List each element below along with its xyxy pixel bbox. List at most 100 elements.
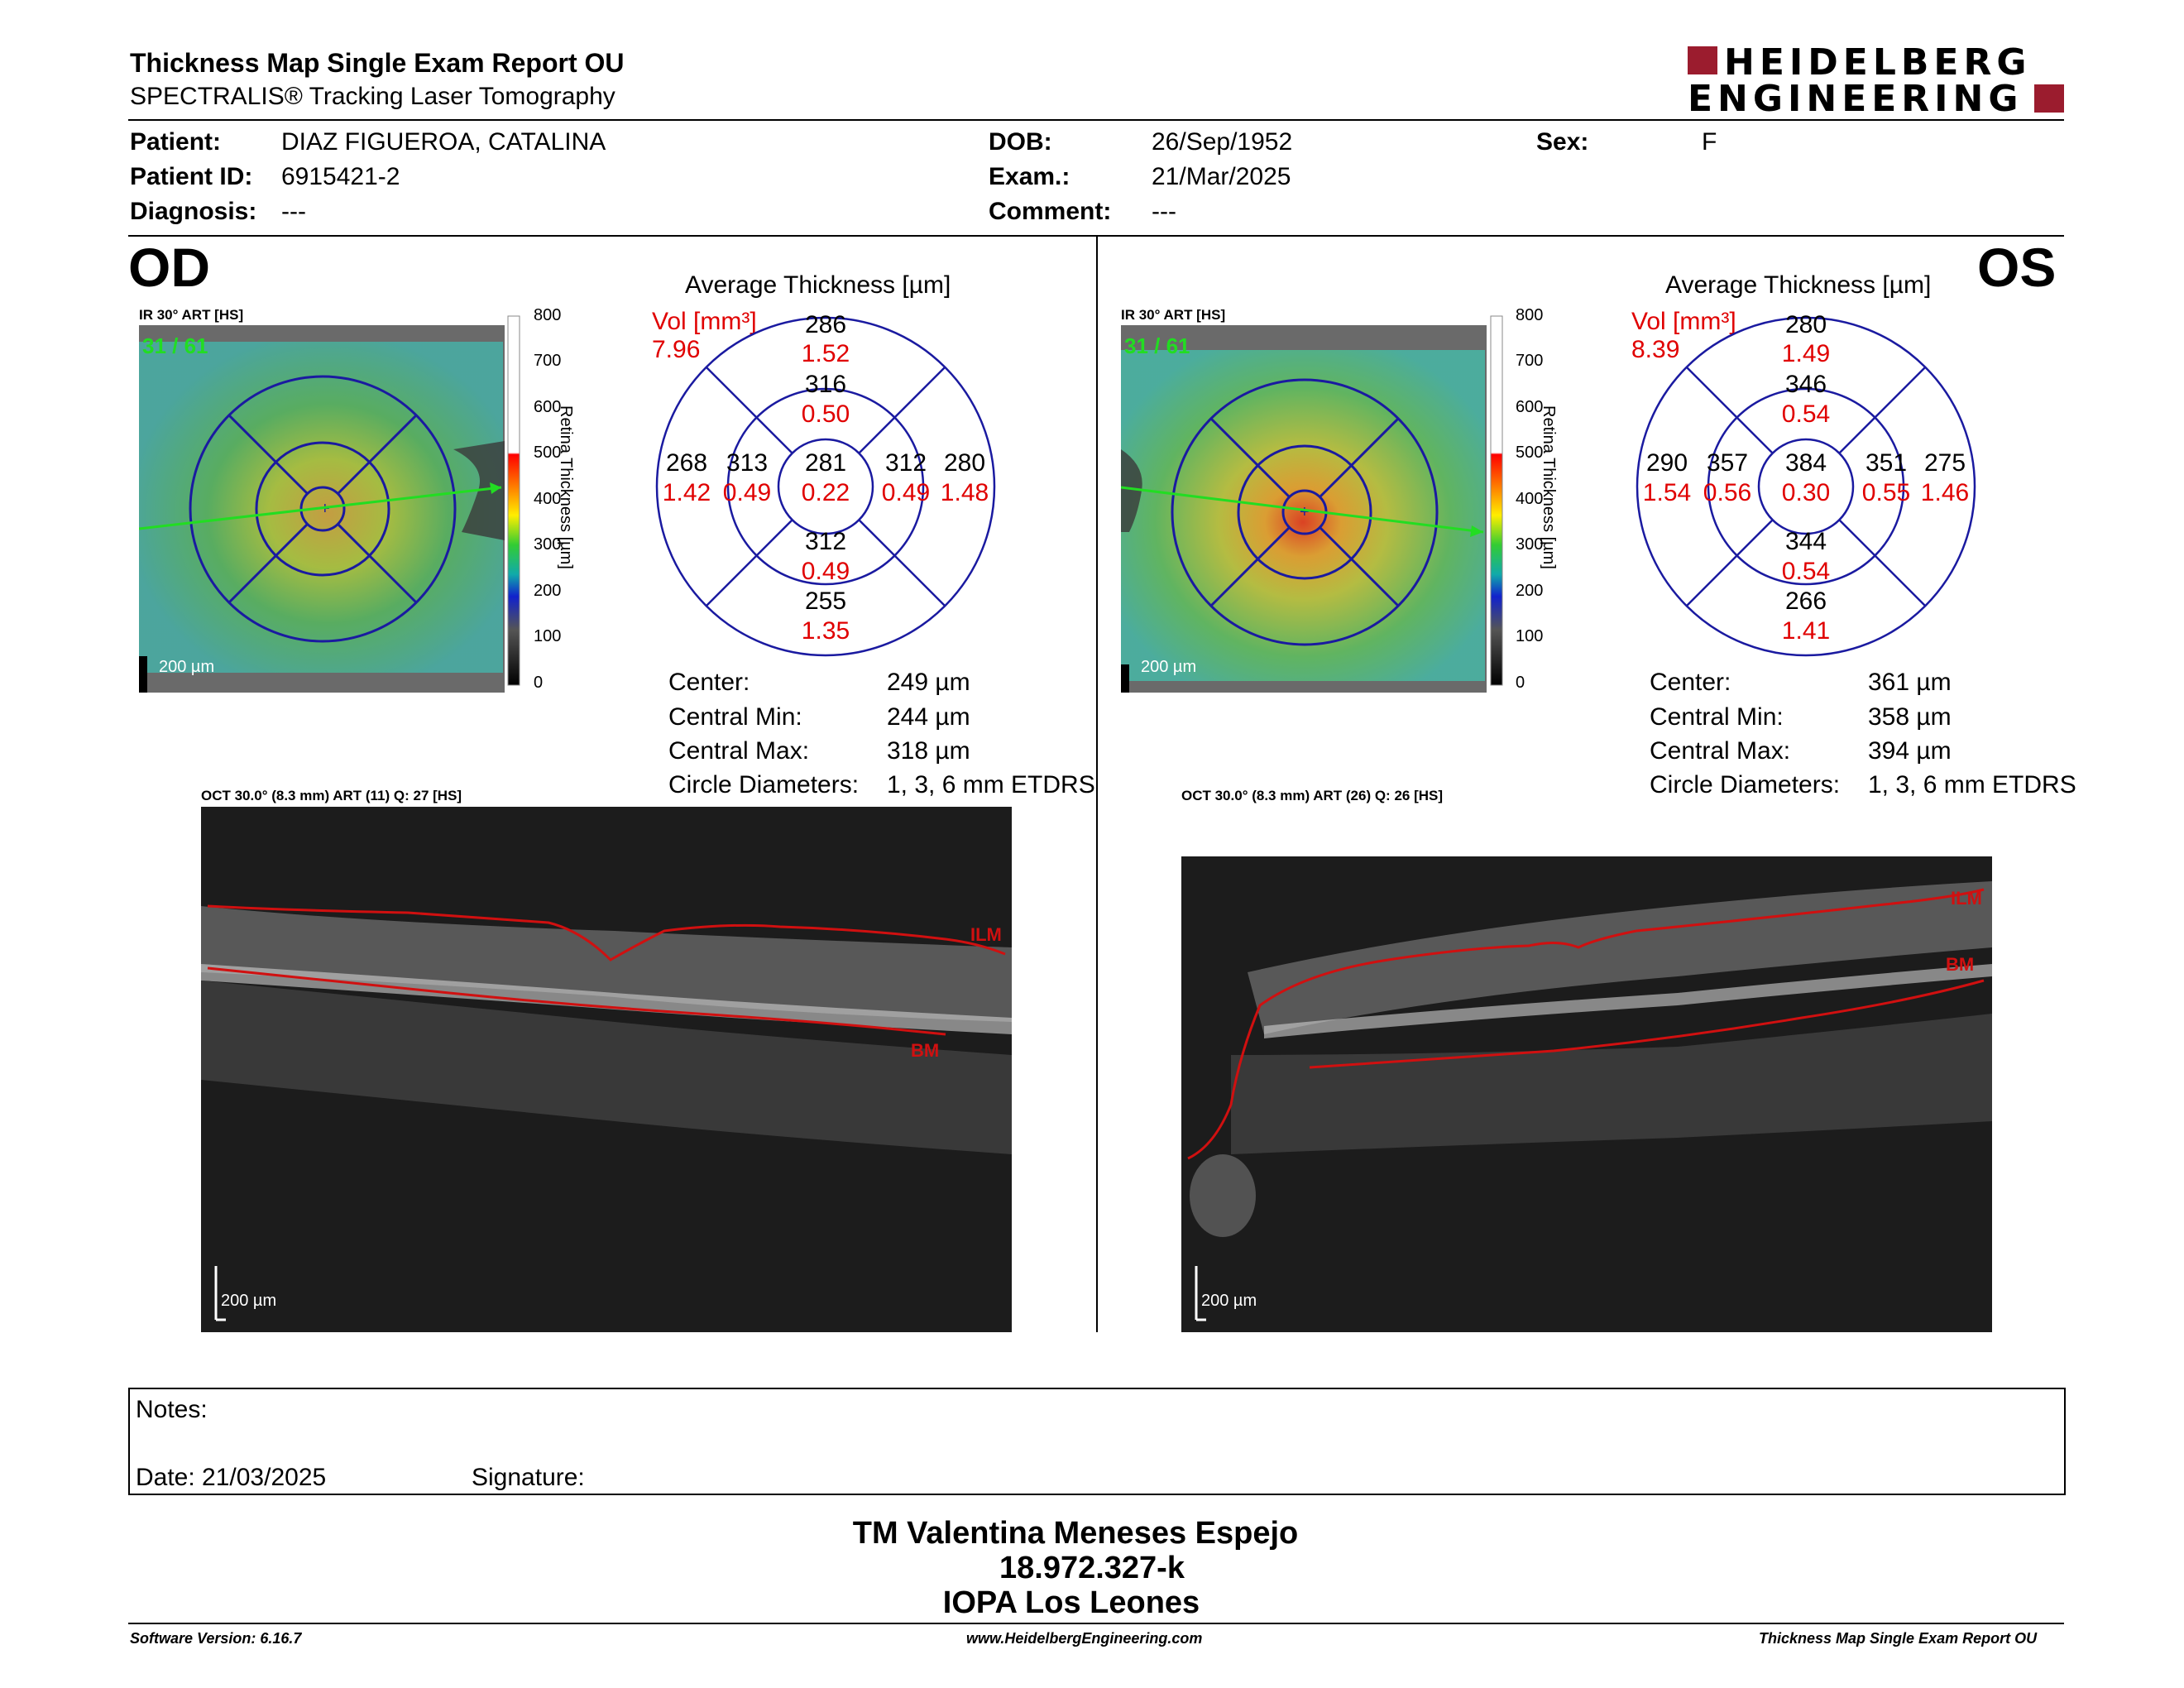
os-outer-right: 275: [1923, 449, 1966, 477]
svg-text:+: +: [320, 500, 330, 518]
od-inner-left: 313: [726, 449, 769, 477]
od-fundus-map: IR 30° ART [HS] + 31 / 61 200 µm: [138, 307, 505, 693]
od-diam-label: Circle Diameters:: [668, 771, 860, 798]
footer-report-name: Thickness Map Single Exam Report OU: [1759, 1630, 2038, 1647]
os-inner-left-vol: 0.56: [1703, 479, 1752, 506]
header-rule: [128, 119, 2064, 121]
os-oct-svg: [1181, 807, 1992, 1332]
patient-name: DIAZ FIGUEROA, CATALINA: [281, 128, 606, 156]
dob: 26/Sep/1952: [1152, 128, 1293, 156]
svg-text:+: +: [1300, 503, 1310, 521]
os-cb-tick-100: 100: [1516, 627, 1544, 645]
report-title: Thickness Map Single Exam Report OU: [130, 48, 625, 78]
footer-rule: [128, 1623, 2064, 1624]
os-inner-bottom: 344: [1784, 528, 1827, 555]
os-max-value: 394 µm: [1868, 737, 1952, 765]
od-center-vol: 0.22: [801, 479, 850, 506]
logo-line1: HEIDELBERG: [1724, 41, 2032, 84]
od-center-value: 249 µm: [887, 669, 970, 696]
os-min-label: Central Min:: [1650, 703, 1784, 731]
os-cb-tick-400: 400: [1516, 490, 1544, 508]
os-vol-label: Vol [mm³]: [1631, 308, 1736, 335]
sex-label: Sex:: [1536, 128, 1589, 156]
od-cb-tick-700: 700: [534, 352, 562, 370]
os-diam-value: 1, 3, 6 mm ETDRS: [1868, 771, 2076, 798]
od-diam-value: 1, 3, 6 mm ETDRS: [887, 771, 1095, 798]
os-bm-label: BM: [1946, 954, 1975, 975]
od-outer-left: 268: [665, 449, 708, 477]
od-outer-top: 286: [804, 311, 847, 338]
od-min-value: 244 µm: [887, 703, 970, 731]
os-outer-left-vol: 1.54: [1642, 479, 1692, 506]
os-frame-counter: 31 / 61: [1124, 333, 1190, 358]
comment-label: Comment:: [989, 198, 1112, 225]
os-avg-title: Average Thickness [µm]: [1665, 271, 1932, 299]
os-cb-tick-300: 300: [1516, 535, 1544, 554]
logo-line2: ENGINEERING: [1688, 78, 2024, 120]
notes-box[interactable]: Notes: Date: 21/03/2025 Signature:: [128, 1388, 2066, 1495]
od-inner-right-vol: 0.49: [881, 479, 931, 506]
od-max-label: Central Max:: [668, 737, 810, 765]
od-ilm-label: ILM: [970, 924, 1002, 945]
patient-label: Patient:: [130, 128, 222, 156]
od-avg-title: Average Thickness [µm]: [685, 271, 951, 299]
os-min-value: 358 µm: [1868, 703, 1952, 731]
od-oct-scale: 200 µm: [221, 1292, 277, 1310]
os-inner-left: 357: [1706, 449, 1749, 477]
od-map-scale: 200 µm: [159, 658, 215, 676]
os-outer-bottom: 266: [1784, 587, 1827, 615]
od-inner-right: 312: [884, 449, 927, 477]
os-center-value: 361 µm: [1868, 669, 1952, 696]
os-oct-image: ILM BM 200 µm: [1181, 807, 1992, 1332]
sex: F: [1702, 128, 1717, 156]
od-inner-bottom-vol: 0.49: [801, 558, 850, 585]
os-outer-top: 280: [1784, 311, 1827, 338]
od-inner-top: 316: [804, 371, 847, 398]
os-inner-top-vol: 0.54: [1781, 400, 1831, 428]
os-cb-tick-800: 800: [1516, 306, 1544, 324]
od-inner-bottom: 312: [804, 528, 847, 555]
os-cb-tick-700: 700: [1516, 352, 1544, 370]
os-map-scale: 200 µm: [1141, 658, 1197, 676]
od-oct-label: OCT 30.0° (8.3 mm) ART (11) Q: 27 [HS]: [201, 788, 462, 803]
od-min-label: Central Min:: [668, 703, 802, 731]
dob-label: DOB:: [989, 128, 1052, 156]
heidelberg-logo: HEIDELBERG ENGINEERING: [1688, 41, 2064, 121]
od-outer-right-vol: 1.48: [940, 479, 989, 506]
os-cb-tick-600: 600: [1516, 398, 1544, 416]
notes-date: Date: 21/03/2025: [136, 1464, 327, 1491]
signer-institution: IOPA Los Leones: [942, 1585, 1200, 1620]
os-colorbar: [1489, 313, 1580, 693]
os-cb-tick-0: 0: [1516, 674, 1525, 692]
od-cb-tick-300: 300: [534, 535, 562, 554]
os-center-label: Center:: [1650, 669, 1731, 696]
os-outer-bottom-vol: 1.41: [1781, 617, 1831, 645]
od-colorbar-label-text: Retina Thickness [µm]: [557, 405, 575, 569]
od-outer-bottom: 255: [804, 587, 847, 615]
od-etdrs-grid: [655, 316, 996, 657]
od-colorbar-svg: [507, 315, 520, 686]
od-vol-total: 7.96: [652, 336, 701, 363]
logo-square-left: [1688, 46, 1717, 74]
footer-software-version: Software Version: 6.16.7: [130, 1630, 302, 1647]
eye-divider: [1096, 237, 1098, 1332]
os-oct-label: OCT 30.0° (8.3 mm) ART (26) Q: 26 [HS]: [1181, 788, 1444, 803]
patient-id-label: Patient ID:: [130, 163, 253, 190]
os-diam-label: Circle Diameters:: [1650, 771, 1841, 798]
os-cb-tick-500: 500: [1516, 444, 1544, 462]
od-cb-tick-0: 0: [534, 674, 544, 692]
patient-id: 6915421-2: [281, 163, 400, 190]
footer-website-link[interactable]: www.HeidelbergEngineering.com: [966, 1630, 1203, 1647]
os-inner-right-vol: 0.55: [1861, 479, 1911, 506]
os-inner-right: 351: [1865, 449, 1908, 477]
os-center-vol: 0.30: [1781, 479, 1831, 506]
signer-name: TM Valentina Meneses Espejo: [852, 1516, 1299, 1551]
od-oct-image: ILM BM 200 µm: [201, 807, 1012, 1332]
eye-label-od: OD: [128, 237, 210, 298]
od-outer-right: 280: [943, 449, 986, 477]
os-cb-tick-200: 200: [1516, 582, 1544, 600]
signature-label: Signature:: [472, 1464, 585, 1491]
os-outer-right-vol: 1.46: [1920, 479, 1970, 506]
patient-rule: [128, 235, 2064, 237]
od-inner-top-vol: 0.50: [801, 400, 850, 428]
